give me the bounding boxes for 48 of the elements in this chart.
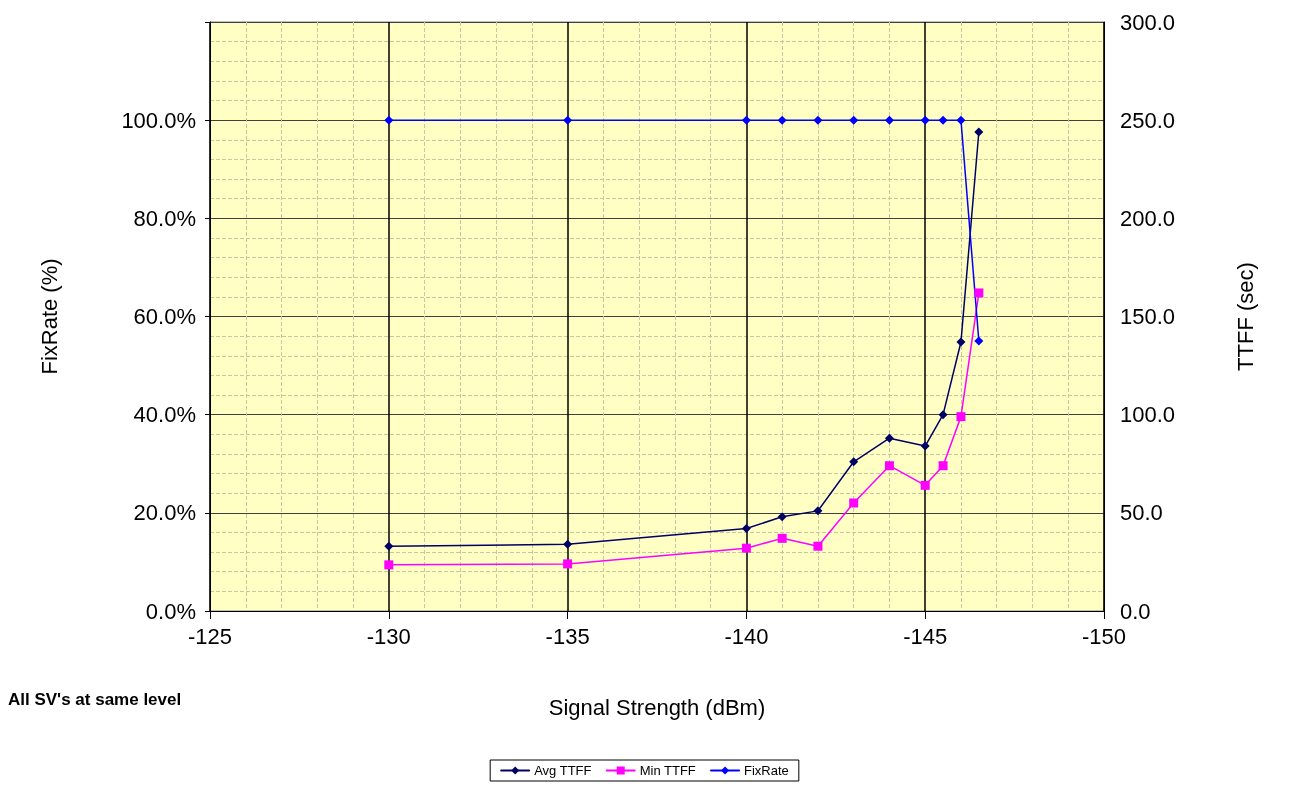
y-tick-label: 60.0% [133, 304, 196, 329]
y2-tick-label: 150.0 [1120, 304, 1176, 329]
point [849, 457, 859, 467]
y2-tick-label: 0.0 [1120, 598, 1151, 624]
point [813, 541, 823, 551]
y-tick-label: 0.0% [145, 598, 196, 624]
x-tick-label: -125 [187, 623, 233, 649]
point [741, 543, 751, 553]
point [974, 127, 984, 137]
x-tick-label: -130 [366, 623, 411, 649]
point [920, 480, 930, 490]
point [849, 498, 859, 508]
x-tick-label: -135 [545, 623, 590, 649]
y2-tick-label: 200.0 [1120, 205, 1176, 231]
y2-tick-label: 250.0 [1120, 107, 1176, 133]
point [741, 524, 751, 534]
point [384, 560, 394, 570]
y2-axis-title: TTFF (sec) [1232, 262, 1258, 371]
point [938, 461, 948, 471]
point [974, 288, 984, 298]
point [777, 512, 787, 522]
point [956, 337, 966, 347]
legend-label: Min TTFF [639, 763, 696, 778]
text: All SV's at same level [8, 690, 182, 710]
y-tick-label: 100.0% [121, 107, 196, 133]
y-tick-label: 40.0% [133, 402, 196, 428]
point [884, 433, 894, 443]
y2-tick-label: 100.0 [1120, 402, 1176, 428]
x-axis-title: Signal Strength (dBm) [548, 694, 766, 720]
x-tick-label: -145 [903, 623, 948, 649]
point [920, 441, 930, 451]
y-tick-label: 20.0% [133, 500, 196, 526]
x-tick-label: -140 [724, 623, 769, 649]
legend-label: FixRate [744, 763, 789, 778]
y-tick-label: 80.0% [133, 205, 196, 231]
y2-tick-label: 50.0 [1120, 500, 1163, 526]
legend-label: Avg TTFF [534, 763, 592, 778]
point [884, 461, 894, 471]
y2-tick-label: 300.0 [1120, 9, 1176, 35]
y-axis-title: FixRate (%) [36, 258, 62, 375]
point [813, 506, 823, 516]
point [777, 533, 787, 543]
point [938, 410, 948, 420]
x-tick-label: -150 [1081, 623, 1127, 649]
point [384, 541, 394, 551]
point [563, 559, 573, 569]
point [563, 539, 573, 549]
point [956, 412, 966, 422]
